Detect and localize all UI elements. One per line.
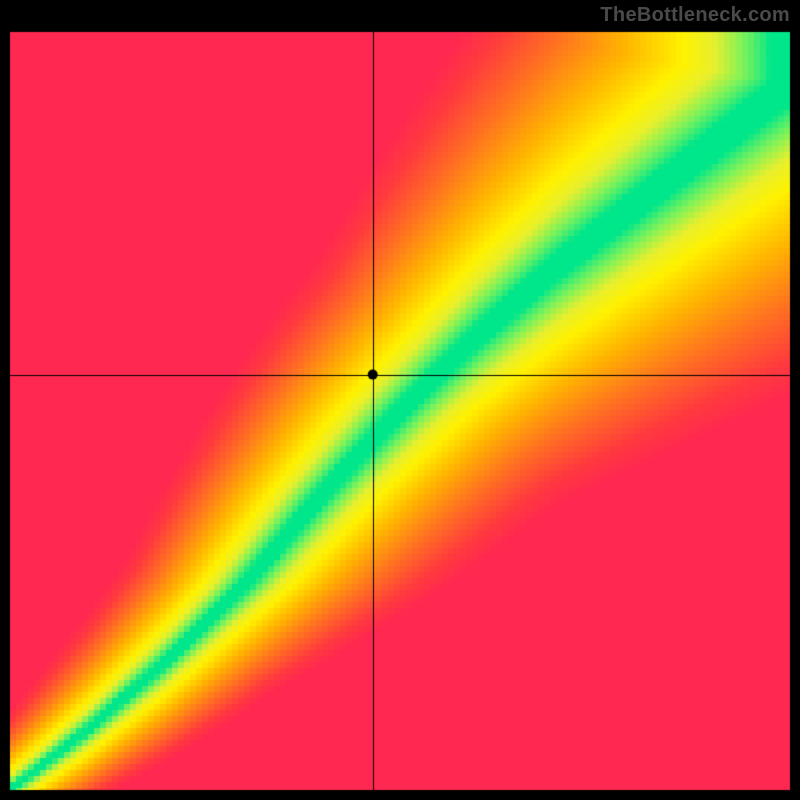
attribution-watermark: TheBottleneck.com [600,4,790,27]
chart-container: TheBottleneck.com [0,0,800,800]
bottleneck-heatmap [0,0,800,800]
